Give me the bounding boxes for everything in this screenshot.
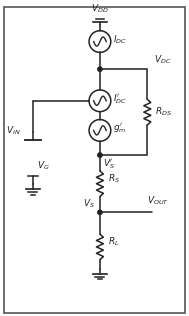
Text: $V_{IN}$: $V_{IN}$	[6, 124, 21, 137]
Text: $V_{S}'$: $V_{S}'$	[103, 157, 115, 171]
Text: $V_{DC}$: $V_{DC}$	[154, 54, 172, 66]
Text: $V_G$: $V_G$	[37, 160, 50, 172]
Text: $g_m'$: $g_m'$	[113, 122, 126, 135]
Text: $V_{OUT}$: $V_{OUT}$	[147, 195, 169, 207]
Text: $R_L$: $R_L$	[108, 236, 119, 248]
Text: $R_S$: $R_S$	[108, 173, 120, 185]
Circle shape	[98, 210, 102, 215]
Text: $R_{DS}$: $R_{DS}$	[155, 106, 172, 118]
Circle shape	[98, 67, 102, 71]
Text: $I_{DC}'$: $I_{DC}'$	[113, 92, 127, 106]
Text: $V_{DD}$: $V_{DD}$	[91, 3, 109, 15]
Text: $V_S$: $V_S$	[83, 198, 95, 210]
Circle shape	[98, 153, 102, 157]
Text: $I_{DC}$: $I_{DC}$	[113, 33, 127, 46]
